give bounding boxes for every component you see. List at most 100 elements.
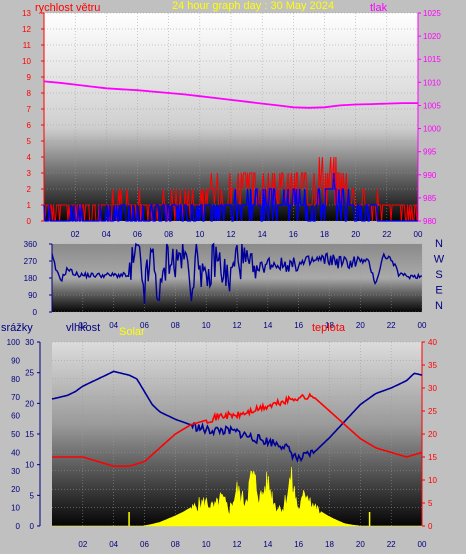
tick-label: 90 bbox=[28, 291, 37, 300]
time-tick-label: 20 bbox=[351, 230, 360, 239]
time-tick-label: 06 bbox=[140, 321, 149, 330]
rain-humidity-time-axis: 02 04 06 08 10 12 14 16 18 20 22 00 bbox=[78, 540, 427, 549]
wind-direction-time-axis: 02 04 06 08 10 12 14 16 18 20 22 00 bbox=[78, 321, 427, 330]
tick-label: 5 bbox=[428, 499, 433, 508]
tick-label: 30 bbox=[11, 467, 20, 476]
time-tick-label: 04 bbox=[109, 321, 118, 330]
humidity-axis: 0 5 10 15 20 25 30 bbox=[25, 338, 41, 531]
tick-label: 9 bbox=[27, 73, 32, 82]
tick-label: 0 bbox=[27, 217, 32, 226]
humidity-series bbox=[51, 370, 423, 463]
tick-label: 1 bbox=[27, 201, 32, 210]
tick-label: 12 bbox=[22, 25, 31, 34]
tick-label: 7 bbox=[27, 105, 32, 114]
tick-label: 5 bbox=[27, 137, 32, 146]
time-tick-label: 12 bbox=[233, 321, 242, 330]
direction-series bbox=[51, 242, 423, 305]
time-tick-label: 18 bbox=[325, 540, 334, 549]
solar-label: Solar bbox=[119, 326, 145, 338]
compass-label: E bbox=[435, 285, 442, 297]
time-tick-label: 12 bbox=[227, 230, 236, 239]
tick-label: 0 bbox=[16, 522, 21, 531]
time-tick-label: 08 bbox=[164, 230, 173, 239]
rain-axis: 0 10 20 30 40 50 60 70 80 90 100 bbox=[7, 338, 21, 531]
tick-label: 180 bbox=[24, 274, 38, 283]
tick-label: 25 bbox=[428, 407, 437, 416]
tick-label: 20 bbox=[428, 430, 437, 439]
temperature-series bbox=[52, 392, 423, 467]
pressure-series bbox=[43, 80, 418, 109]
tick-label: 35 bbox=[428, 361, 437, 370]
time-tick-label: 00 bbox=[418, 540, 427, 549]
temperature-axis: 0 5 10 15 20 25 30 35 40 bbox=[421, 338, 437, 531]
time-tick-label: 10 bbox=[202, 540, 211, 549]
time-tick-label: 16 bbox=[289, 230, 298, 239]
tick-label: 70 bbox=[11, 393, 20, 402]
tick-label: 1005 bbox=[423, 101, 441, 110]
tick-label: 20 bbox=[11, 485, 20, 494]
tick-label: 980 bbox=[423, 217, 437, 226]
tick-label: 360 bbox=[24, 240, 38, 249]
tick-label: 990 bbox=[423, 171, 437, 180]
direction-axis: 0 90 180 270 360 bbox=[24, 240, 53, 317]
tick-label: 4 bbox=[27, 153, 32, 162]
humidity-line bbox=[51, 370, 423, 463]
tick-label: 90 bbox=[11, 356, 20, 365]
time-tick-label: 00 bbox=[418, 321, 427, 330]
tick-label: 1010 bbox=[423, 78, 441, 87]
tick-label: 30 bbox=[428, 384, 437, 393]
compass-label: N bbox=[435, 238, 443, 250]
time-tick-label: 08 bbox=[171, 540, 180, 549]
wind-average-line bbox=[43, 172, 418, 222]
graph-title: 24 hour graph day : 30 May 2024 bbox=[172, 0, 334, 12]
time-tick-label: 14 bbox=[263, 540, 272, 549]
tick-label: 1025 bbox=[423, 9, 441, 18]
tick-label: 270 bbox=[24, 257, 38, 266]
humidity-axis-title: vlhkost bbox=[66, 322, 100, 334]
compass-label: S bbox=[435, 269, 442, 281]
wind-series bbox=[43, 156, 418, 222]
tick-label: 13 bbox=[22, 9, 31, 18]
tick-label: 15 bbox=[25, 430, 34, 439]
tick-label: 40 bbox=[11, 448, 20, 457]
tick-label: 10 bbox=[11, 504, 20, 513]
time-tick-label: 20 bbox=[356, 321, 365, 330]
tick-label: 25 bbox=[25, 369, 34, 378]
time-tick-label: 08 bbox=[171, 321, 180, 330]
time-tick-label: 02 bbox=[71, 230, 80, 239]
tick-label: 0 bbox=[30, 522, 35, 531]
tick-label: 50 bbox=[11, 430, 20, 439]
tick-label: 8 bbox=[27, 89, 32, 98]
tick-label: 10 bbox=[22, 57, 31, 66]
time-tick-label: 02 bbox=[78, 321, 87, 330]
pressure-line bbox=[43, 80, 418, 109]
tick-label: 11 bbox=[23, 41, 32, 50]
tick-label: 1000 bbox=[423, 125, 441, 134]
tick-label: 40 bbox=[428, 338, 437, 347]
tick-label: 0 bbox=[33, 308, 38, 317]
time-tick-label: 10 bbox=[202, 321, 211, 330]
time-tick-label: 10 bbox=[195, 230, 204, 239]
time-tick-label: 18 bbox=[320, 230, 329, 239]
tick-label: 995 bbox=[423, 148, 437, 157]
time-tick-label: 20 bbox=[356, 540, 365, 549]
wind-direction-grid bbox=[52, 243, 423, 313]
tick-label: 1015 bbox=[423, 55, 441, 64]
tick-label: 100 bbox=[7, 338, 21, 347]
tick-label: 30 bbox=[25, 338, 34, 347]
tick-label: 60 bbox=[11, 412, 20, 421]
time-tick-label: 14 bbox=[263, 321, 272, 330]
tick-label: 20 bbox=[25, 399, 34, 408]
time-tick-label: 22 bbox=[382, 230, 391, 239]
tick-label: 15 bbox=[428, 453, 437, 462]
compass-label: N bbox=[435, 300, 443, 312]
right-axis-title: tlak bbox=[370, 2, 388, 14]
wind-pressure-plot-area bbox=[44, 13, 418, 221]
rain-humidity-grid bbox=[52, 341, 423, 527]
temperature-line bbox=[52, 392, 423, 467]
time-tick-label: 12 bbox=[233, 540, 242, 549]
tick-label: 80 bbox=[11, 375, 20, 384]
